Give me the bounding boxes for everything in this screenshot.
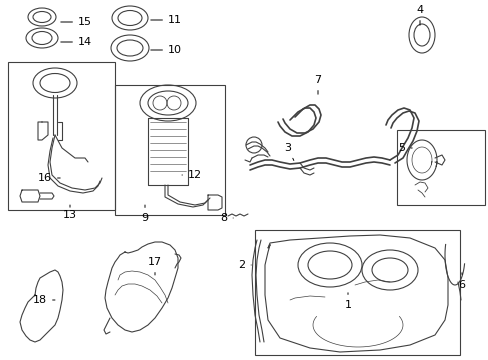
Text: 16: 16 <box>38 173 60 183</box>
Text: 3: 3 <box>284 143 293 161</box>
Text: 13: 13 <box>63 205 77 220</box>
Text: 18: 18 <box>33 295 55 305</box>
Bar <box>115 85 224 215</box>
Bar <box>8 62 115 210</box>
Text: 9: 9 <box>141 205 148 223</box>
Text: 12: 12 <box>182 170 202 180</box>
Text: 4: 4 <box>416 5 423 25</box>
Text: 5: 5 <box>398 143 411 153</box>
Text: 17: 17 <box>148 257 162 275</box>
Text: 1: 1 <box>344 293 351 310</box>
Text: 7: 7 <box>314 75 321 94</box>
Text: 15: 15 <box>61 17 92 27</box>
Text: 6: 6 <box>458 273 465 290</box>
Text: 8: 8 <box>220 213 233 223</box>
Text: 10: 10 <box>150 45 182 55</box>
Text: 14: 14 <box>61 37 92 47</box>
Bar <box>254 230 459 355</box>
Text: 11: 11 <box>150 15 182 25</box>
Bar <box>396 130 484 205</box>
Text: 2: 2 <box>238 260 251 270</box>
